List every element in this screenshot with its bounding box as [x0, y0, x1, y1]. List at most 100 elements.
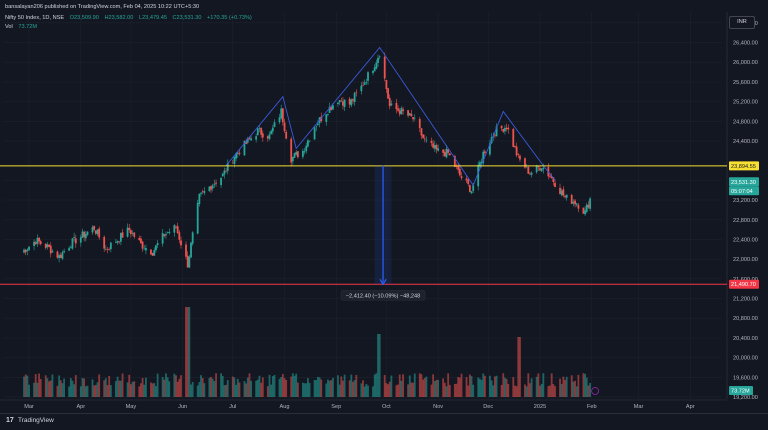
volume-bar — [540, 383, 543, 397]
volume-bars — [23, 307, 591, 397]
candle-body — [261, 133, 264, 138]
volume-bar — [529, 383, 531, 397]
volume-bar — [69, 378, 72, 397]
volume-bar — [188, 307, 191, 397]
volume-bar — [238, 382, 241, 397]
volume-bar — [574, 380, 576, 397]
red-line-tag-bg — [729, 279, 759, 289]
volume-bar — [395, 385, 398, 397]
candle-body — [410, 113, 413, 117]
candle-body — [500, 125, 503, 129]
volume-bar — [527, 373, 530, 397]
candle-body — [140, 238, 142, 244]
candle-body — [223, 170, 226, 175]
volume-bar — [412, 382, 414, 397]
volume-bar — [33, 382, 35, 397]
y-tick-label: 24,400.00 — [733, 139, 758, 145]
candle-body — [422, 134, 425, 138]
candle-body — [245, 141, 248, 144]
volume-bar — [190, 384, 192, 397]
y-tick-label: 22,800.00 — [733, 218, 758, 224]
candle-body — [69, 247, 72, 249]
candle-body — [106, 249, 109, 250]
candle-body — [58, 255, 61, 259]
candle-body — [390, 103, 393, 106]
volume-bar — [51, 374, 54, 397]
candle-body — [91, 227, 94, 233]
candle-body — [138, 238, 141, 240]
volume-bar — [191, 381, 194, 397]
volume-bar — [420, 374, 423, 397]
volume-bar — [467, 385, 470, 397]
volume-bar — [196, 385, 199, 397]
volume-bar — [400, 380, 403, 397]
volume-bar — [408, 375, 411, 397]
volume-bar — [293, 375, 296, 397]
volume-bar — [245, 383, 248, 397]
volume-bar — [210, 376, 212, 397]
candle-body — [118, 241, 121, 242]
volume-bar — [255, 380, 258, 397]
candle-body — [260, 127, 263, 135]
volume-bar — [502, 373, 505, 397]
candle-body — [577, 204, 580, 209]
volume-bar — [211, 378, 214, 397]
candle-body — [472, 185, 475, 191]
candle-body — [482, 151, 485, 163]
volume-bar — [402, 374, 404, 397]
tradingview-brand[interactable]: TradingView — [18, 417, 54, 424]
volume-bar — [432, 374, 435, 397]
candle-body — [81, 231, 84, 238]
candle-body — [373, 67, 376, 72]
volume-bar — [572, 381, 575, 397]
candle-body — [315, 126, 318, 128]
candle-body — [68, 248, 71, 251]
legend-row: Nifty 50 Index, 1D, NSE O23,509.90 H23,5… — [5, 15, 256, 21]
x-tick-label: Mar — [634, 404, 644, 410]
candle-body — [255, 136, 258, 140]
volume-bar — [327, 379, 329, 397]
candle-body — [238, 152, 241, 155]
volume-bar — [325, 383, 328, 397]
x-tick-label: 2025 — [534, 404, 546, 410]
y-tick-label: 26,000.00 — [733, 60, 758, 66]
volume-bar — [166, 377, 169, 397]
candle-body — [517, 154, 520, 156]
candle-body — [165, 234, 167, 236]
volume-bar — [494, 376, 496, 397]
candle-body — [225, 171, 227, 172]
candle-body — [328, 106, 331, 113]
ohlc-change: +170.35 (+0.73%) — [207, 15, 252, 21]
volume-bar — [519, 337, 521, 397]
candle-body — [128, 227, 131, 230]
candle-body — [296, 151, 299, 158]
candle-body — [231, 162, 234, 164]
volume-bar — [352, 381, 354, 397]
volume-bar — [517, 337, 520, 397]
volume-bar — [46, 378, 49, 397]
symbol-name[interactable]: Nifty 50 Index, 1D, NSE — [5, 15, 65, 21]
volume-legend: Vol 73.72M — [5, 24, 41, 30]
currency-button[interactable]: INR — [729, 16, 755, 29]
candle-body — [208, 186, 211, 192]
volume-bar — [377, 334, 379, 397]
volume-bar — [163, 379, 166, 397]
candle-body — [26, 249, 29, 252]
volume-bar — [397, 384, 399, 397]
candle-body — [84, 233, 87, 239]
volume-bar — [482, 373, 485, 397]
tradingview-logo-icon[interactable]: 17 — [6, 417, 14, 424]
volume-bar — [303, 383, 306, 397]
candle-body — [248, 137, 251, 140]
volume-bar — [338, 384, 341, 397]
y-tick-label: 25,600.00 — [733, 80, 758, 86]
volume-bar — [407, 384, 409, 397]
volume-bar — [226, 380, 229, 397]
candle-body — [352, 99, 354, 101]
candle-body — [79, 237, 82, 243]
volume-bar — [119, 380, 122, 397]
volume-bar — [143, 384, 146, 397]
candle-body — [210, 186, 212, 190]
volume-tag: 73.72M — [731, 389, 750, 395]
